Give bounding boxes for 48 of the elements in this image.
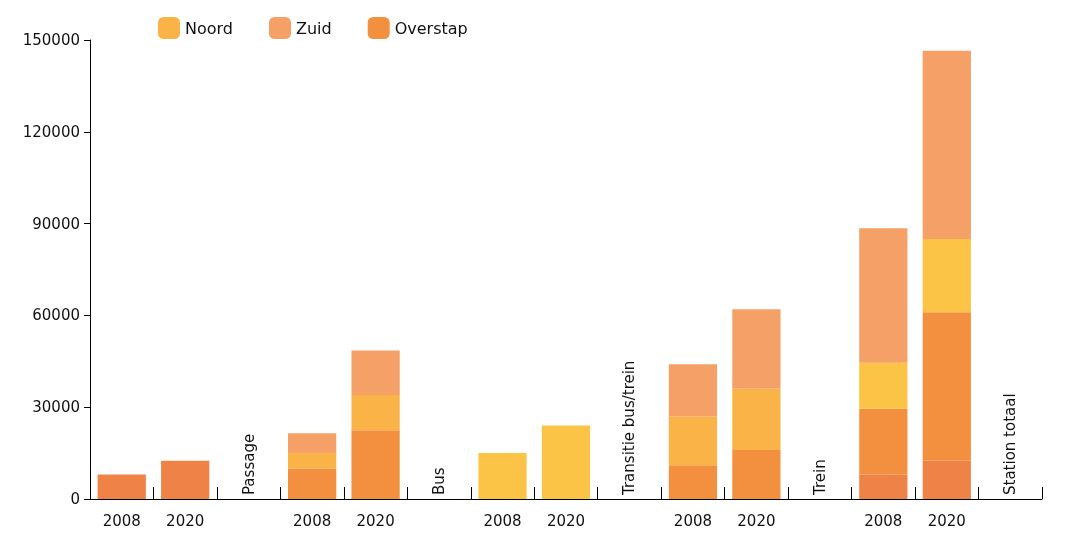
x-tick-label: 2008 <box>483 511 522 530</box>
bar <box>922 238 971 313</box>
bar <box>288 433 337 454</box>
bar <box>351 430 400 499</box>
bar <box>351 350 400 395</box>
x-tick-label: 2020 <box>356 511 395 530</box>
bar <box>922 460 971 499</box>
bar <box>859 408 908 475</box>
bar <box>859 228 908 363</box>
x-tick-label: 2020 <box>737 511 776 530</box>
bar <box>732 388 781 451</box>
bar <box>541 425 591 499</box>
bar <box>668 416 718 466</box>
x-tick-label: Transitie bus/trein <box>620 360 639 496</box>
y-tick-label: 0 <box>70 490 80 508</box>
legend-label: Noord <box>185 18 233 38</box>
x-tick-label: 2020 <box>927 511 966 530</box>
x-tick-label: Passage <box>239 433 258 495</box>
x-tick-label: 2008 <box>673 511 713 530</box>
bar <box>161 460 210 499</box>
bar <box>351 394 400 431</box>
x-tick-label: 2008 <box>102 511 141 530</box>
legend-label: Zuid <box>296 18 332 38</box>
y-tick-label: 150000 <box>22 31 80 49</box>
x-tick-label: 2008 <box>864 511 903 530</box>
x-tick-label: 2020 <box>546 511 586 530</box>
x-tick-label: Trein <box>810 459 829 496</box>
x-tick-label: 2020 <box>166 511 205 530</box>
bar <box>478 453 527 499</box>
bar <box>859 474 908 499</box>
bar <box>97 474 146 499</box>
legend-label: Overstap <box>394 18 468 38</box>
bar <box>732 309 781 389</box>
bar <box>732 450 781 499</box>
x-tick-label: 2008 <box>293 511 332 530</box>
bar <box>288 468 337 499</box>
bar <box>668 465 718 499</box>
y-tick-label: 60000 <box>32 306 80 325</box>
bar <box>288 453 337 469</box>
y-tick-label: 30000 <box>32 398 80 417</box>
bar <box>859 362 908 409</box>
bar <box>922 312 971 461</box>
y-tick-label: 90000 <box>32 214 80 233</box>
bar <box>922 50 971 239</box>
x-tick-label: Bus <box>430 467 449 495</box>
x-tick-label: Station totaal <box>1001 393 1020 495</box>
bar <box>668 364 718 417</box>
y-tick-label: 120000 <box>22 122 80 141</box>
